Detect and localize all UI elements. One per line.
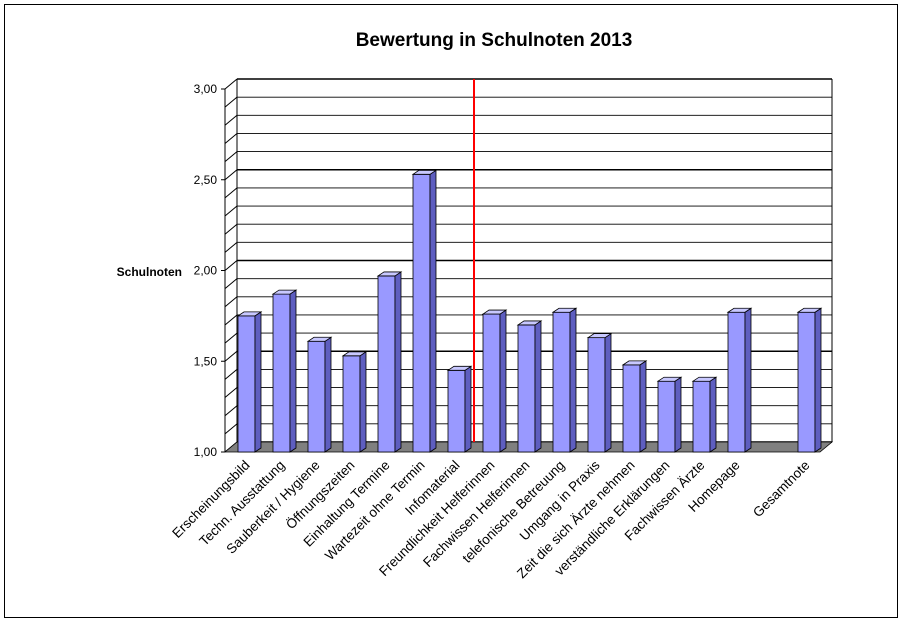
bar — [551, 307, 578, 453]
gridline-side — [224, 241, 238, 253]
bar-top — [586, 333, 613, 339]
gridline-side — [224, 78, 238, 90]
bar — [341, 351, 368, 453]
bar-side — [394, 271, 402, 453]
bar-side — [604, 332, 612, 453]
bar-side — [289, 289, 297, 453]
bar-front — [342, 355, 361, 453]
bar-front — [517, 324, 536, 453]
bar-front — [552, 311, 571, 453]
bar-side — [254, 311, 262, 453]
bar — [656, 376, 683, 453]
bar — [306, 336, 333, 453]
bar-top — [341, 351, 368, 357]
bar — [376, 271, 403, 453]
gridline-side — [224, 96, 238, 108]
bar-top — [656, 376, 683, 382]
gridline-side — [224, 278, 238, 290]
bar — [796, 307, 823, 453]
bar-front — [237, 315, 256, 453]
bar-top — [621, 360, 648, 366]
bar-top — [516, 320, 543, 326]
bar-side — [464, 365, 472, 453]
bar-front — [447, 369, 466, 453]
y-tick-label: 1,50 — [194, 354, 218, 368]
bar-top — [306, 336, 333, 342]
bar — [726, 307, 753, 453]
gridline-side — [224, 187, 238, 199]
bar-top — [796, 307, 823, 313]
x-category-label: Gesamtnote — [750, 458, 813, 521]
gridline-side — [224, 114, 238, 126]
bar — [586, 332, 613, 453]
bar-front — [692, 380, 711, 453]
bar-side — [499, 309, 507, 453]
gridline-side — [224, 350, 238, 362]
gridline-side — [224, 133, 238, 144]
bar — [271, 289, 298, 453]
bar-front — [272, 293, 291, 453]
bar — [621, 360, 648, 453]
bar-front — [377, 275, 396, 453]
y-tick-label: 2,50 — [194, 173, 218, 187]
bar-top — [726, 307, 753, 313]
y-axis-label: Schulnoten — [117, 265, 182, 279]
gridline-side — [224, 260, 238, 271]
bar-side — [429, 169, 437, 453]
gridline-side — [224, 205, 238, 217]
bar-front — [412, 173, 431, 453]
bar-side — [744, 307, 752, 453]
bar-side — [674, 376, 682, 453]
bar-side — [324, 336, 332, 453]
gridline-side — [224, 405, 238, 417]
bar — [236, 311, 263, 453]
gridline-side — [224, 223, 238, 235]
bar-front — [307, 340, 326, 453]
bar-front — [587, 337, 606, 453]
bar-front — [797, 311, 816, 453]
bar-top — [376, 271, 403, 277]
bar-top — [446, 365, 473, 371]
bar-side — [814, 307, 822, 453]
bar — [411, 169, 438, 453]
bar-side — [534, 320, 542, 453]
bar-side — [639, 360, 647, 453]
gridline-side — [224, 296, 238, 308]
bar-top — [236, 311, 263, 317]
chart-title: Bewertung in Schulnoten 2013 — [356, 30, 633, 51]
bar-front — [727, 311, 746, 453]
y-tick-label: 2,00 — [194, 264, 218, 278]
bar-top — [481, 309, 508, 315]
bar — [446, 365, 473, 453]
gridline-side — [224, 314, 238, 326]
bar — [691, 376, 718, 453]
bar-top — [551, 307, 578, 313]
gridline-side — [224, 423, 238, 435]
bar-top — [271, 289, 298, 295]
bar-front — [657, 380, 676, 453]
gridline-side — [224, 387, 238, 398]
y-ticks: 1,00 1,50 2,00 2,50 3,00 — [194, 82, 225, 459]
bar-front — [622, 364, 641, 453]
gridline-side — [224, 151, 238, 162]
bar-top — [411, 169, 438, 175]
bar — [481, 309, 508, 453]
bar-front — [482, 313, 501, 453]
gridline-side — [224, 332, 238, 344]
bars — [236, 169, 823, 453]
y-tick-label: 3,00 — [194, 82, 218, 96]
bar-top — [691, 376, 718, 382]
gridline-side — [224, 369, 238, 380]
y-tick-label: 1,00 — [194, 445, 218, 459]
bar-side — [709, 376, 717, 453]
bar — [516, 320, 543, 453]
gridline-side — [224, 169, 238, 181]
bar-side — [569, 307, 577, 453]
bar-side — [359, 351, 367, 453]
